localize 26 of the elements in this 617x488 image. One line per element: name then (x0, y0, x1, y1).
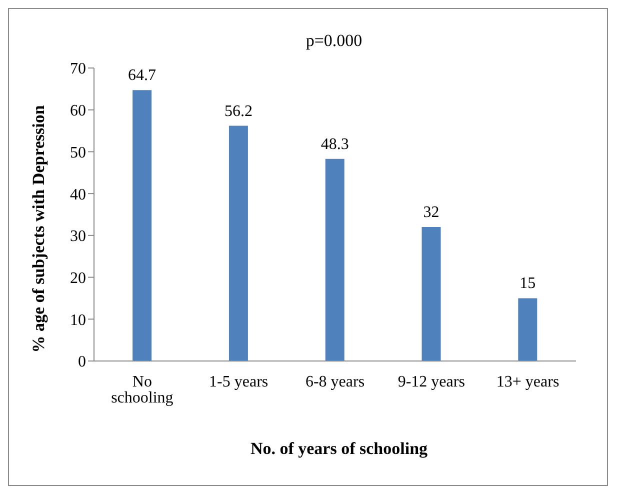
data-label: 56.2 (224, 102, 252, 120)
x-axis-title: No. of years of schooling (249, 439, 429, 459)
bar (228, 126, 248, 361)
chart-title: p=0.000 (304, 31, 364, 51)
x-tick-label: 1-5 years (209, 373, 268, 390)
y-tick-label: 30 (70, 228, 86, 246)
bar (422, 227, 441, 361)
x-tick-label: No schooling (111, 373, 174, 406)
y-tick-label: 20 (70, 270, 86, 287)
bar (132, 90, 152, 361)
x-tick-label: 6-8 years (305, 373, 365, 390)
data-label: 15 (520, 275, 536, 292)
y-tick-label: 50 (70, 144, 86, 162)
data-label: 64.7 (128, 67, 156, 84)
data-label: 48.3 (320, 136, 349, 153)
data-label: 32 (423, 204, 440, 222)
bar (518, 298, 538, 361)
y-tick-label: 60 (70, 102, 86, 120)
y-tick-label: 40 (70, 186, 86, 204)
y-tick-label: 70 (70, 60, 86, 78)
y-tick-label: 10 (70, 312, 86, 329)
x-tick-label: 13+ years (496, 373, 560, 390)
y-axis-title: % age of subjects with Depression (29, 105, 49, 353)
y-tick-label: 0 (78, 354, 86, 371)
x-tick-label: 9-12 years (398, 373, 465, 390)
bar (325, 158, 344, 361)
